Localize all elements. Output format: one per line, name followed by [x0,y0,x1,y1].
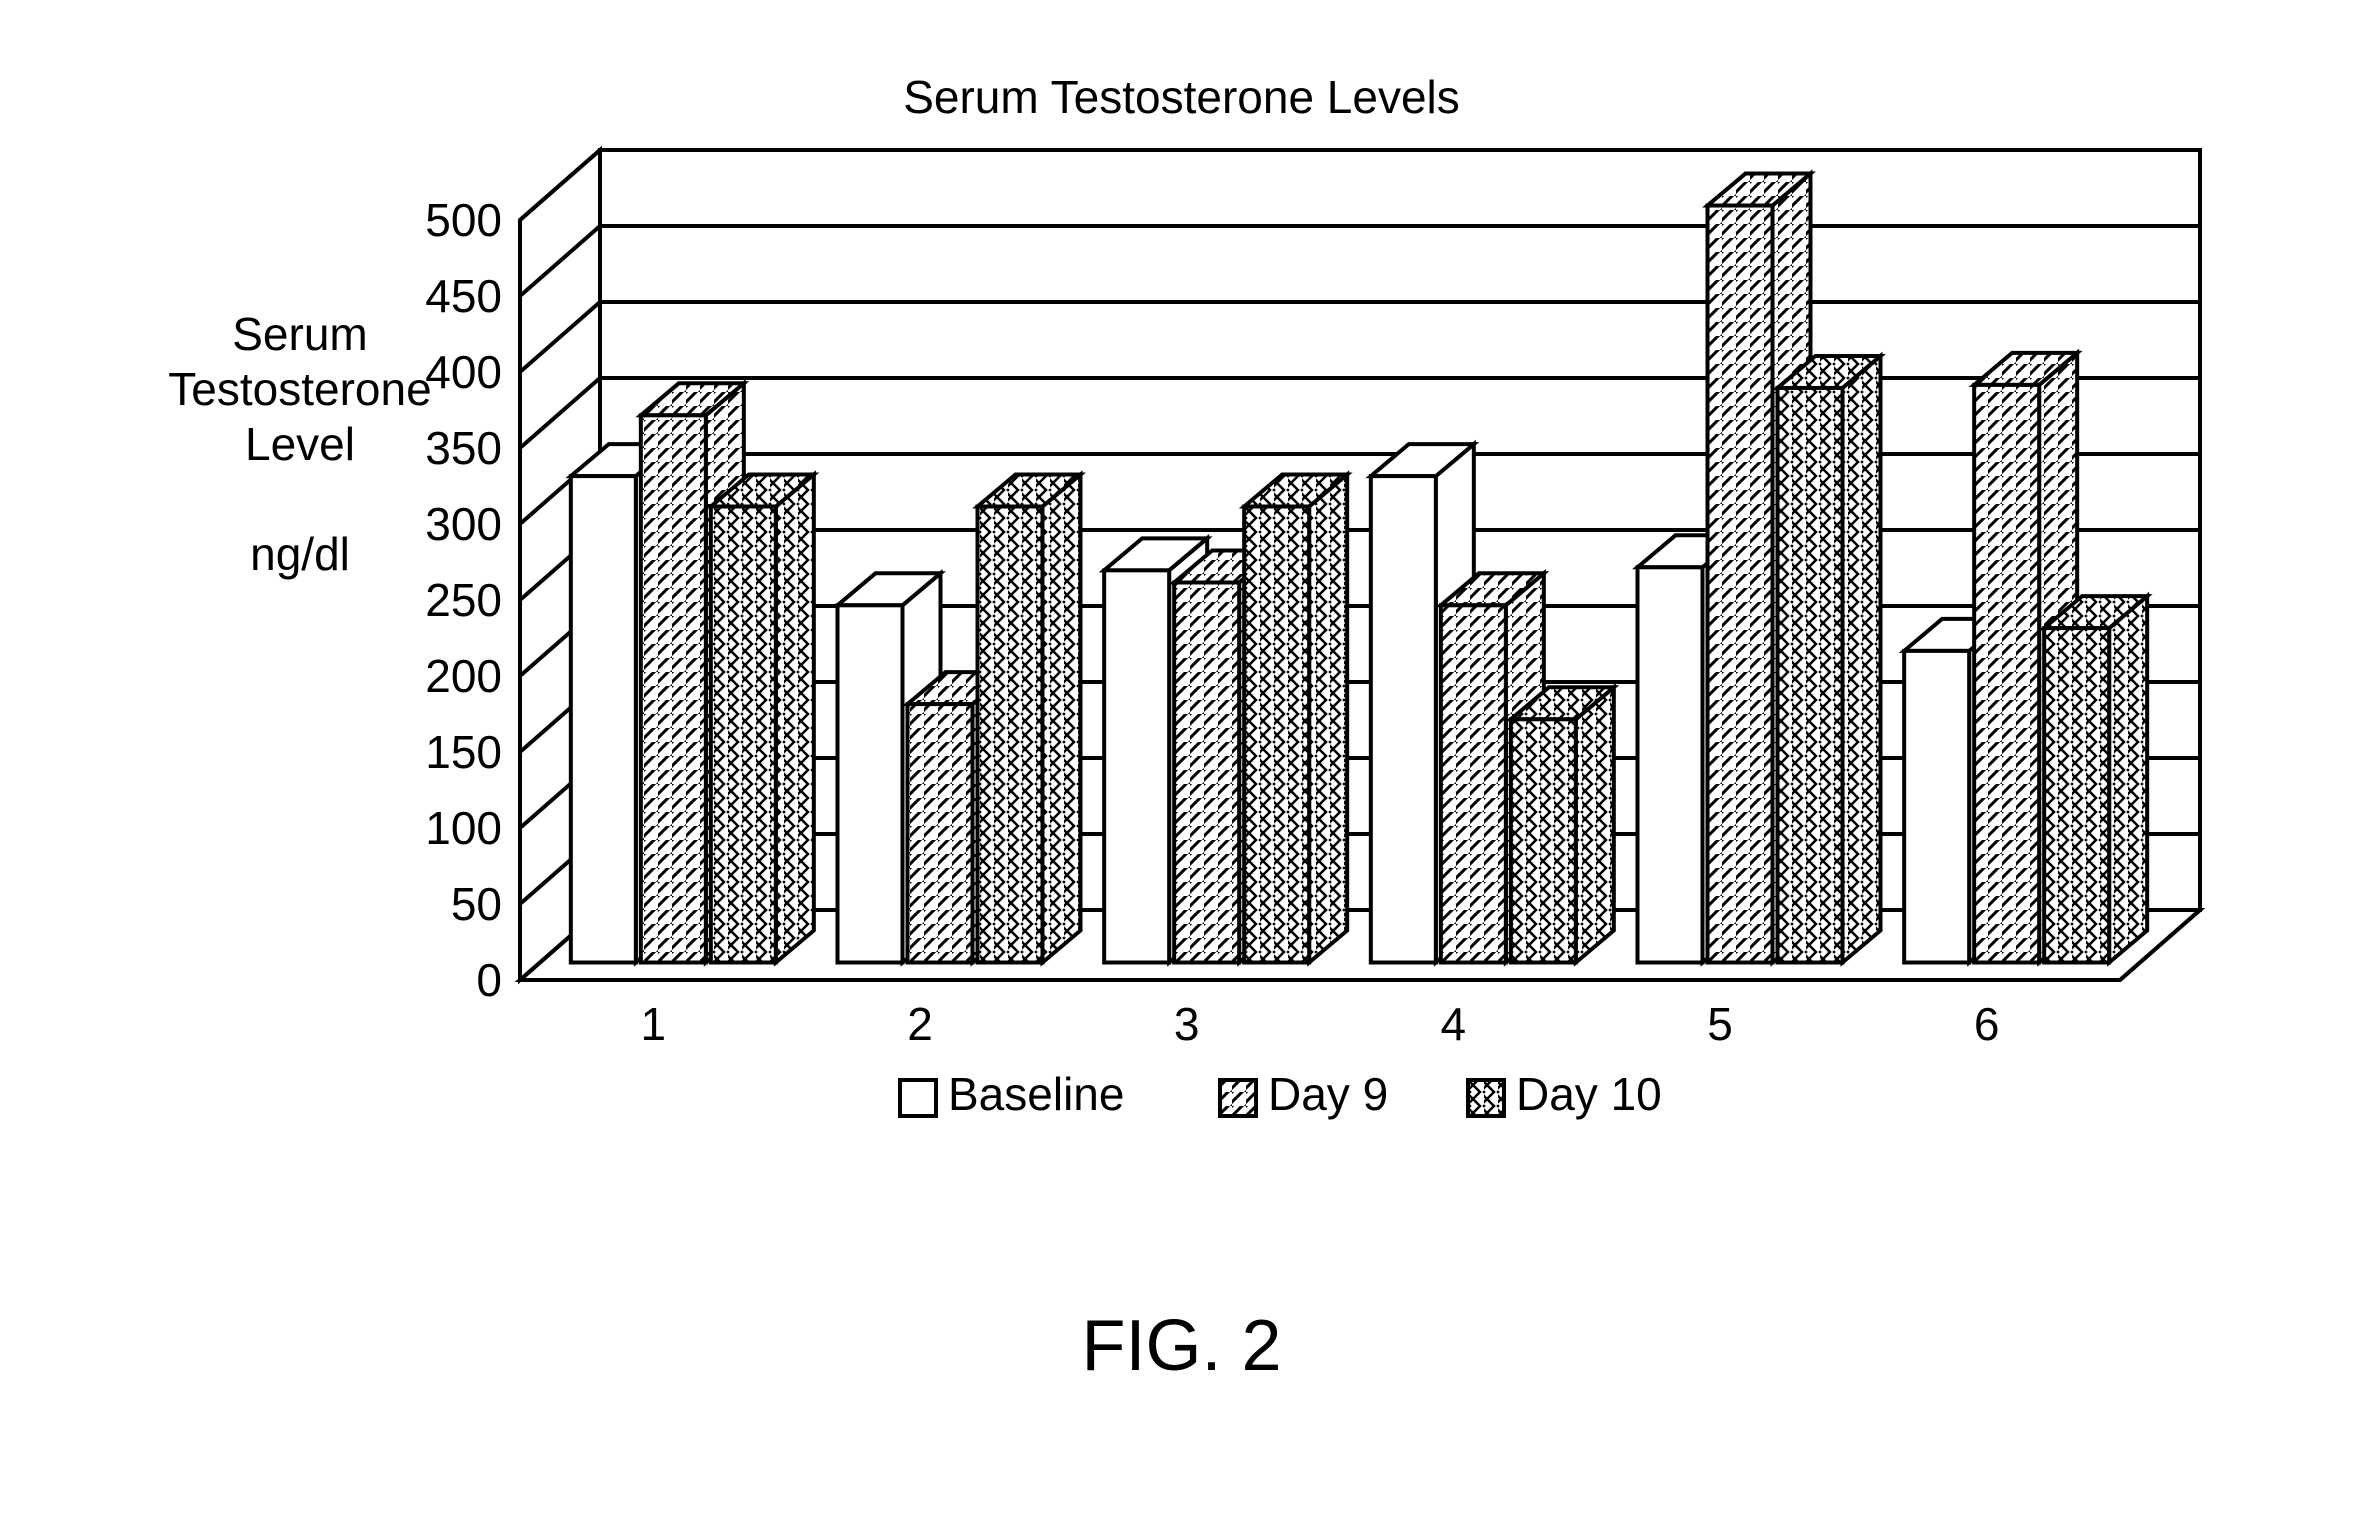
chart-title-text: Serum Testosterone Levels [903,71,1460,123]
x-tick-label: 1 [641,998,667,1050]
legend-label: Baseline [948,1068,1124,1120]
y-tick-label: 200 [425,650,502,702]
bar [1244,475,1347,963]
y-axis-label-line: ng/dl [250,528,350,580]
y-tick-label: 250 [425,574,502,626]
chart-title: Serum Testosterone Levels [0,70,2363,124]
y-axis-label-line: Serum [232,308,367,360]
legend-swatch [1468,1080,1504,1116]
bar [1511,687,1614,962]
y-tick-label: 0 [476,954,502,1006]
legend: Baseline Day 9 Day 10 [900,1068,1662,1120]
legend-label: Day 10 [1516,1068,1662,1120]
legend-swatch [1220,1080,1256,1116]
y-tick-label: 150 [425,726,502,778]
x-tick-label: 5 [1707,998,1733,1050]
y-tick-label: 400 [425,346,502,398]
bar [2044,596,2147,962]
y-axis-label: SerumTestosteroneLevel ng/dl [168,308,431,580]
y-tick-label: 100 [425,802,502,854]
x-tick-label: 2 [907,998,933,1050]
y-tick-label: 300 [425,498,502,550]
page: Serum Testosterone Levels 05010015020025… [0,0,2363,1535]
x-tick-label: 4 [1441,998,1467,1050]
bar [711,475,814,963]
x-tick-label: 6 [1974,998,2000,1050]
y-tick-label: 450 [425,270,502,322]
y-tick-label: 500 [425,194,502,246]
bar [1778,356,1881,963]
y-axis-label-line: Level [245,418,355,470]
y-tick-label: 350 [425,422,502,474]
figure-caption: FIG. 2 [0,1305,2363,1387]
figure-caption-text: FIG. 2 [1081,1306,1281,1386]
legend-label: Day 9 [1268,1068,1388,1120]
y-axis-label-line: Testosterone [168,363,431,415]
legend-swatch [900,1080,936,1116]
x-tick-label: 3 [1174,998,1200,1050]
y-tick-label: 50 [451,878,502,930]
bar [978,475,1081,963]
